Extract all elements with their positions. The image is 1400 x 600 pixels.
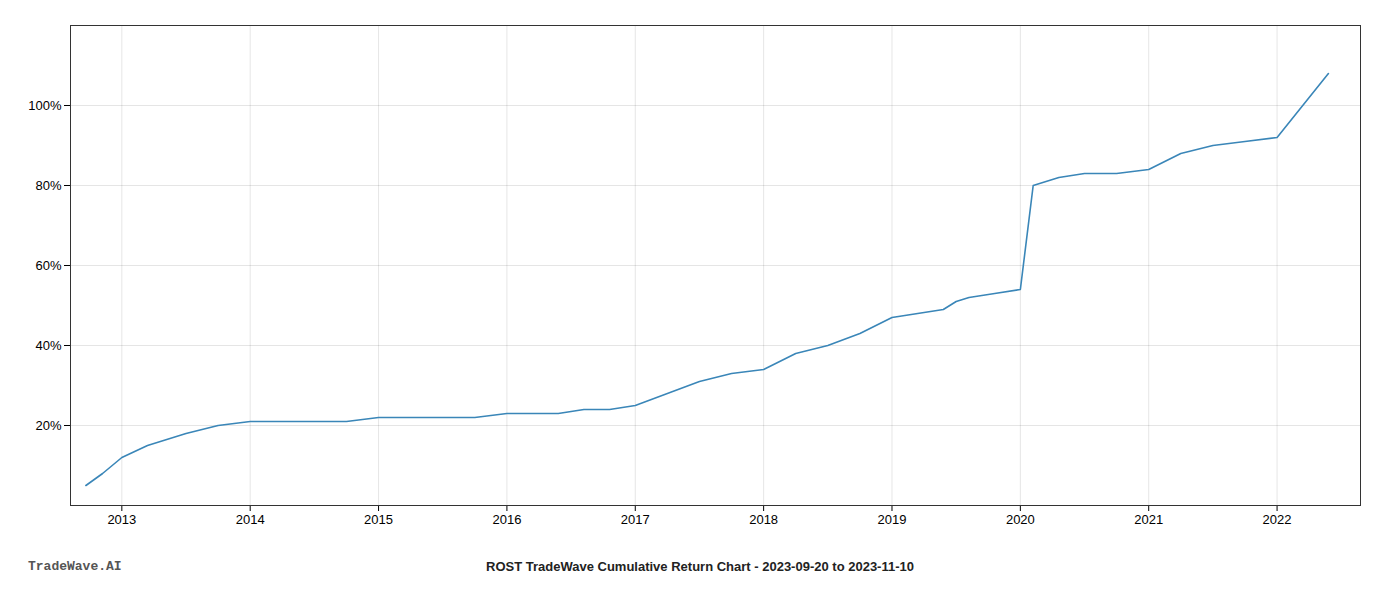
html-text:TradeWave.AI: TradeWave.AI [28,559,122,574]
svg-text:60%: 60% [35,258,61,273]
svg-text:2015: 2015 [364,512,393,527]
svg-text:100%: 100% [28,98,62,113]
svg-text:2016: 2016 [492,512,521,527]
svg-text:80%: 80% [35,178,61,193]
svg-text:2021: 2021 [1134,512,1163,527]
svg-text:2018: 2018 [749,512,778,527]
svg-text:2022: 2022 [1263,512,1292,527]
svg-text:40%: 40% [35,338,61,353]
svg-text:2017: 2017 [621,512,650,527]
svg-text:20%: 20% [35,418,61,433]
svg-text:2020: 2020 [1006,512,1035,527]
svg-text:2014: 2014 [236,512,265,527]
html-text:ROST TradeWave Cumulative Retu: ROST TradeWave Cumulative Return Chart -… [486,559,914,574]
svg-text:2013: 2013 [107,512,136,527]
svg-text:2019: 2019 [878,512,907,527]
